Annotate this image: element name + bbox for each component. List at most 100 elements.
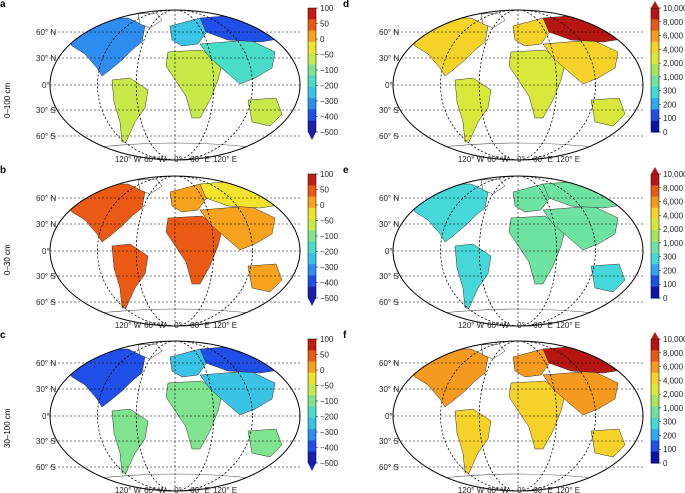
colorbar-tick-label: −400: [320, 113, 339, 122]
colorbar-extend-min: [308, 298, 316, 306]
lat-label: 60° S: [379, 132, 399, 141]
colorbar-swatch: [308, 451, 316, 464]
lat-label: 60° N: [36, 359, 56, 368]
colorbar-extend-max: [651, 1, 659, 8]
colorbar-tick-label: 4,000: [663, 376, 684, 385]
colorbar-tick-label: 4,000: [663, 211, 684, 220]
lon-label: 60° W: [487, 486, 509, 493]
lat-label: 60° N: [379, 28, 399, 37]
row-label-30-100: 30–100 cm: [3, 408, 12, 448]
colorbar-tick-label: 6,000: [663, 363, 684, 372]
panel-c: c 60° N 30° N 0° 30° S 60° S 120° W 60° W 0° 60° …: [0, 330, 342, 493]
lon-label: 60° W: [144, 155, 166, 162]
colorbar-swatch: [651, 286, 659, 299]
continent-au: [247, 263, 283, 293]
row-label-0-30: 0–30 cm: [3, 244, 12, 275]
colorbar-swatch: [651, 53, 659, 65]
lon-label: 60° E: [190, 321, 210, 328]
lon-label: 0°: [517, 486, 525, 493]
lon-label: 120° W: [458, 155, 485, 162]
colorbar-swatch: [308, 219, 316, 231]
colorbar-swatch: [651, 417, 659, 430]
lon-label: 60° E: [190, 155, 210, 162]
colorbar-swatch: [308, 120, 316, 133]
colorbar-swatch: [651, 41, 659, 54]
panel-label: f: [343, 330, 347, 341]
colorbar-swatch: [308, 286, 316, 299]
colorbar-tick-label: −50: [320, 382, 334, 391]
colorbar-swatch: [308, 53, 316, 65]
colorbar-tick-label: 1,000: [663, 73, 684, 82]
colorbar-swatch: [308, 109, 316, 122]
colorbar-tick-label: 10,000: [663, 4, 685, 13]
lat-label: 60° S: [36, 132, 56, 141]
colorbar-tick-label: 100: [663, 445, 677, 454]
panel-label: b: [0, 165, 7, 176]
panel-label: c: [0, 330, 6, 341]
colorbar-swatch: [308, 252, 316, 265]
colorbar-swatch: [308, 350, 316, 363]
lon-label: 0°: [174, 321, 182, 328]
lat-label: 60° S: [379, 463, 399, 472]
panel-label: a: [0, 0, 6, 10]
colorbar-swatch: [651, 451, 659, 464]
colorbar-swatch: [651, 19, 659, 32]
lon-label: 60° E: [533, 486, 553, 493]
colorbar-swatch: [308, 207, 316, 220]
colorbar-swatch: [308, 372, 316, 385]
colorbar-swatch: [651, 75, 659, 88]
panel-label: e: [343, 165, 349, 176]
lat-label: 60° S: [36, 463, 56, 472]
colorbar-swatch: [308, 429, 316, 441]
lat-label: 0°: [385, 412, 393, 421]
continent-as: [199, 370, 276, 416]
colorbar-tick-label: 1,000: [663, 404, 684, 413]
lat-label: 60° N: [379, 194, 399, 203]
colorbar-tick-label: 100: [320, 4, 334, 13]
lat-label: 30° S: [379, 106, 399, 115]
panel-b: b 60° N 30° N 0° 30° S 60° S 120° W 60° W 0° 60° …: [0, 165, 342, 328]
lat-label: 30° S: [379, 272, 399, 281]
continent-au: [590, 263, 626, 293]
colorbar-swatch: [308, 440, 316, 453]
colorbar-tick-label: −50: [320, 217, 334, 226]
colorbar-tick-label: −100: [320, 397, 339, 406]
colorbar-tick-label: 200: [663, 266, 677, 275]
map-svg: 60° N 30° N 0° 30° S 60° S 120° W 60° W 0° 60° E…: [36, 335, 339, 493]
lon-label: 120° W: [115, 155, 142, 162]
colorbar-swatch: [651, 109, 659, 122]
colorbar-tick-label: 6,000: [663, 198, 684, 207]
colorbar-swatch: [651, 30, 659, 43]
lon-label: 60° E: [533, 321, 553, 328]
colorbar-tick-label: 0: [320, 366, 325, 375]
colorbar-swatch: [308, 41, 316, 54]
colorbar-swatch: [651, 196, 659, 209]
row-label-0-100: 0–100 cm: [3, 82, 12, 118]
continent-au: [247, 428, 283, 458]
colorbar-tick-label: −300: [320, 263, 339, 272]
map-svg: 60° N 30° N 0° 30° S 60° S 120° W 60° W 0° 60° E…: [379, 167, 685, 328]
lat-label: 30° N: [36, 54, 56, 63]
lat-label: 60° N: [379, 359, 399, 368]
colorbar-tick-label: 300: [663, 418, 677, 427]
colorbar-tick-label: −200: [320, 82, 339, 91]
colorbar-tick-label: 0: [663, 294, 668, 303]
colorbar-tick-label: 50: [320, 351, 329, 360]
colorbar-tick-label: −500: [320, 128, 339, 137]
colorbar-swatch: [651, 384, 659, 396]
colorbar-tick-label: 8,000: [663, 18, 684, 27]
colorbar-swatch: [651, 264, 659, 276]
lon-label: 0°: [517, 321, 525, 328]
colorbar-swatch: [651, 98, 659, 110]
continent-as: [542, 39, 619, 85]
lon-label: 0°: [174, 155, 182, 162]
colorbar-tick-label: 8,000: [663, 349, 684, 358]
colorbar-swatch: [651, 219, 659, 231]
lat-label: 30° N: [379, 54, 399, 63]
lon-label: 60° W: [144, 486, 166, 493]
colorbar-swatch: [308, 339, 316, 351]
colorbar-tick-label: 1,000: [663, 239, 684, 248]
colorbar-tick-label: −200: [320, 248, 339, 257]
continent-au: [590, 428, 626, 458]
lat-label: 0°: [42, 81, 50, 90]
